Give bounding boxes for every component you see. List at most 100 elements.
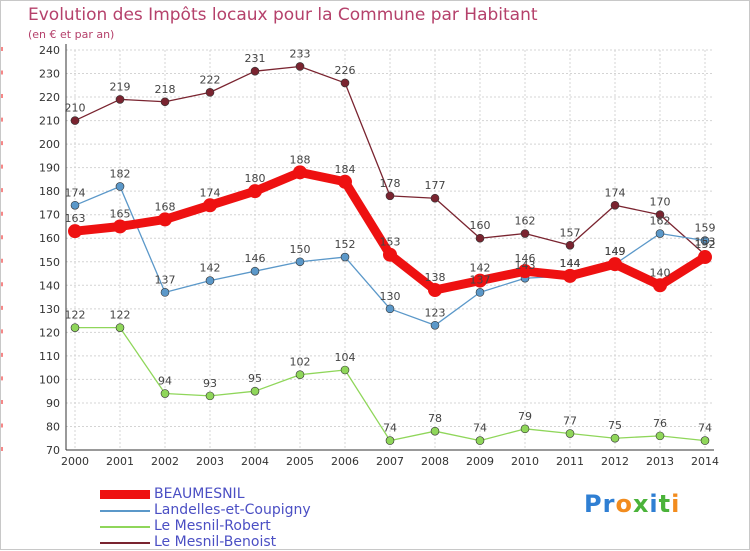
data-label: 142: [200, 262, 221, 275]
data-point: [563, 268, 577, 283]
data-label: 150: [290, 243, 311, 256]
data-point: [385, 304, 395, 314]
legend-swatch: [100, 490, 150, 499]
data-point: [205, 391, 215, 401]
data-point: [700, 236, 710, 245]
data-point: [430, 426, 440, 436]
data-label: 74: [473, 422, 487, 435]
data-label: 160: [470, 219, 491, 232]
data-label: 94: [158, 375, 172, 388]
data-label: 93: [203, 377, 217, 390]
legend-swatch: [100, 542, 150, 544]
data-point: [385, 436, 395, 445]
data-point: [565, 429, 575, 438]
x-tick-label: 2011: [556, 455, 584, 468]
proxiti-logo: Proxiti: [584, 490, 680, 518]
y-tick-label: 160: [39, 232, 60, 245]
y-tick-label: 140: [39, 279, 60, 292]
data-label: 157: [560, 226, 581, 239]
y-tick-label: 190: [39, 162, 60, 175]
data-label: 144: [560, 257, 581, 270]
data-point: [68, 224, 82, 239]
legend-label: Landelles-et-Coupigny: [154, 502, 311, 518]
y-tick-label: 130: [39, 303, 60, 316]
data-label: 95: [248, 372, 262, 385]
data-point: [340, 365, 350, 375]
data-label: 231: [245, 52, 266, 65]
data-label: 102: [290, 356, 311, 369]
data-label: 174: [605, 186, 626, 199]
data-point: [70, 323, 80, 332]
data-point: [475, 233, 485, 243]
data-label: 137: [470, 273, 491, 286]
data-label: 149: [605, 245, 626, 258]
data-point: [158, 212, 172, 227]
data-label: 143: [515, 259, 536, 272]
data-point: [383, 247, 397, 262]
x-tick-label: 2004: [241, 455, 269, 468]
data-point: [518, 264, 532, 279]
logo-letter: i: [649, 490, 659, 518]
x-tick-label: 2010: [511, 455, 539, 468]
data-point: [520, 424, 530, 434]
data-point: [428, 283, 442, 297]
data-point: [655, 210, 665, 220]
chart-subtitle: (en € et par an): [28, 28, 115, 41]
data-point: [250, 386, 260, 396]
legend-swatch: [100, 510, 150, 512]
data-label: 140: [650, 266, 671, 279]
data-point: [473, 273, 487, 288]
data-point: [250, 266, 260, 276]
data-point: [295, 257, 305, 267]
data-label: 180: [245, 172, 266, 185]
data-point: [250, 66, 260, 76]
x-tick-label: 2002: [151, 455, 179, 468]
data-label: 163: [65, 212, 86, 225]
data-label: 165: [110, 207, 131, 220]
data-label: 210: [65, 102, 86, 115]
data-label: 218: [155, 83, 176, 96]
y-tick-label: 90: [46, 397, 60, 410]
data-point: [700, 436, 710, 445]
logo-letter: x: [632, 490, 650, 518]
x-tick-label: 2005: [286, 455, 314, 468]
data-label: 162: [515, 215, 536, 228]
data-point: [70, 116, 80, 125]
legend-label: Le Mesnil-Robert: [154, 518, 271, 534]
data-point: [115, 182, 125, 191]
data-label: 137: [155, 273, 176, 286]
data-point: [655, 229, 665, 238]
data-point: [205, 88, 215, 97]
data-label: 162: [650, 215, 671, 228]
y-tick-label: 210: [39, 115, 60, 128]
data-label: 79: [518, 410, 532, 423]
data-point: [520, 229, 530, 238]
data-point: [653, 278, 667, 293]
data-label: 222: [200, 73, 221, 86]
logo-letter: P: [584, 490, 603, 518]
data-point: [203, 198, 217, 213]
data-point: [338, 174, 352, 189]
data-point: [655, 431, 665, 441]
data-point: [248, 184, 262, 199]
data-point: [565, 240, 575, 250]
data-point: [295, 62, 305, 71]
data-point: [160, 288, 170, 297]
data-label: 74: [698, 422, 712, 435]
data-label: 174: [200, 186, 221, 199]
data-point: [475, 288, 485, 297]
x-tick-label: 2009: [466, 455, 494, 468]
data-point: [205, 276, 215, 285]
data-label: 174: [65, 186, 86, 199]
data-label: 142: [470, 262, 491, 275]
data-point: [385, 191, 395, 201]
data-point: [115, 95, 125, 104]
data-point: [293, 165, 307, 180]
data-point: [698, 250, 712, 265]
logo-letter: o: [615, 490, 633, 518]
data-point: [160, 97, 170, 107]
data-label: 76: [653, 417, 667, 430]
y-tick-label: 80: [46, 420, 60, 433]
y-tick-label: 120: [39, 326, 60, 339]
